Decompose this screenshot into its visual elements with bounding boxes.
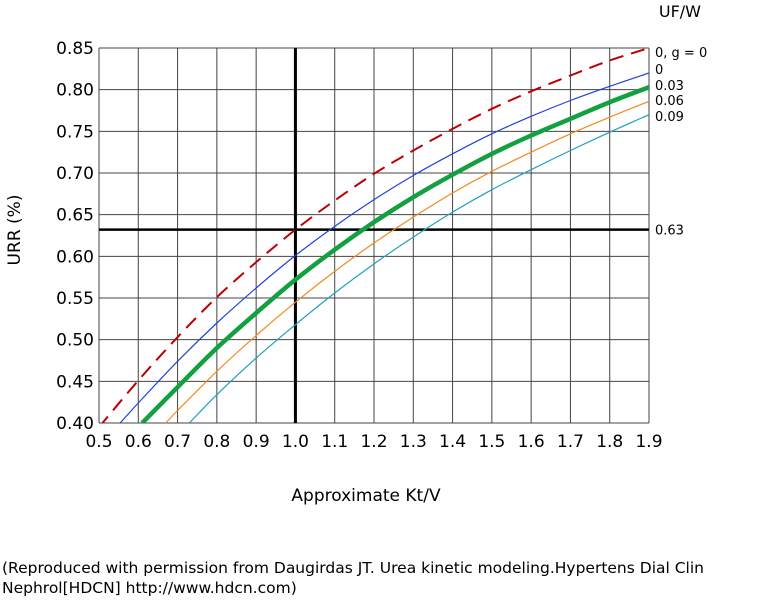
legend-title: UF/W [659,2,701,21]
y-tick-label: 0.40 [56,414,94,434]
x-tick-label: 1.0 [282,432,309,452]
grid [98,47,650,424]
y-tick-label: 0.50 [56,331,94,351]
x-tick-label: 1.6 [518,432,545,452]
y-tick-label: 0.70 [56,164,94,184]
series-line [119,72,649,423]
caption: (Reproduced with permission from Daugird… [2,558,761,598]
x-tick-labels: 0.5 0.6 0.7 0.8 0.9 1.0 1.1 1.2 1.3 1.4 1.5 1.6 1.7 1… [85,432,662,452]
x-tick-label: 1.4 [439,432,466,452]
series-line [140,85,649,423]
series-line [165,100,649,423]
legend-label: 0, g = 0 [655,46,707,61]
x-tick-label: 1.9 [635,432,662,452]
y-tick-label: 0.65 [56,206,94,226]
x-tick-label: 0.7 [164,432,191,452]
x-tick-label: 0.6 [125,432,152,452]
y-tick-labels: 0.40 0.45 0.50 0.55 0.60 0.65 0.70 0.75 0.80 0.85 [56,39,94,434]
series-lines [101,48,649,423]
reference-lines: 0.63 [99,48,684,423]
series-line [101,48,649,423]
legend-label: 0.06 [655,94,684,109]
reference-line-label: 0.63 [655,224,684,239]
urr-chart: 0.63 0.5 0.6 0.7 0.8 0.9 1.0 1.1 1.2 1.3 1.4 1.5 1.… [5,2,707,506]
x-tick-label: 1.8 [596,432,623,452]
x-tick-label: 0.5 [85,432,112,452]
x-tick-label: 1.2 [360,432,387,452]
x-axis-title: Approximate Kt/V [291,486,441,506]
series-line [188,114,649,423]
y-tick-label: 0.45 [56,372,94,392]
legend-label: 0 [655,63,663,78]
y-tick-label: 0.80 [56,81,94,101]
x-tick-label: 1.7 [557,432,584,452]
y-tick-label: 0.75 [56,122,94,142]
y-tick-label: 0.55 [56,289,94,309]
y-tick-label: 0.85 [56,39,94,59]
x-tick-label: 1.5 [478,432,505,452]
legend-label: 0.03 [655,79,684,94]
caption-line-2: Nephrol[HDCN] http://www.hdcn.com) [2,579,297,597]
caption-line-1: (Reproduced with permission from Daugird… [2,559,704,577]
x-tick-label: 1.3 [400,432,427,452]
x-tick-label: 0.8 [203,432,230,452]
legend-label: 0.09 [655,110,684,125]
y-tick-label: 0.60 [56,247,94,267]
x-tick-label: 1.1 [321,432,348,452]
y-axis-title: URR (%) [5,195,25,266]
legend-labels: 0, g = 0 00.030.060.09 [655,46,707,125]
x-tick-label: 0.9 [243,432,270,452]
